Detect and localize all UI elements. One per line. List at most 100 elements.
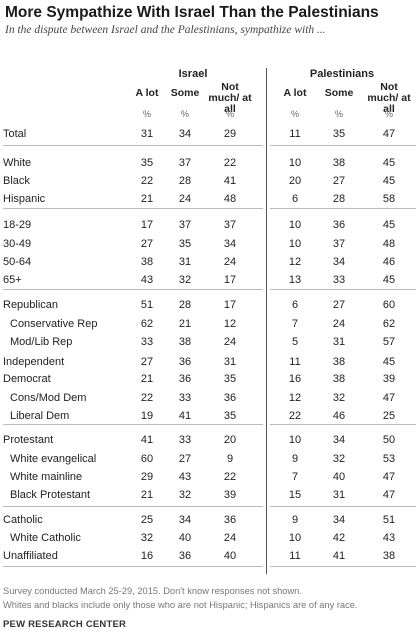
data-cell: 10 — [288, 238, 302, 250]
data-cell: 38 — [178, 336, 192, 348]
data-cell: 34 — [178, 514, 192, 526]
data-cell: 11 — [289, 128, 301, 140]
data-cell: 35 — [223, 373, 237, 385]
data-cell: 50 — [382, 434, 396, 446]
row-separator — [270, 424, 416, 425]
column-header: Not much/ at all — [208, 81, 252, 115]
data-cell: 38 — [382, 550, 396, 562]
data-cell: 35 — [332, 128, 346, 140]
data-cell: 38 — [140, 256, 154, 268]
data-cell: 21 — [178, 318, 192, 330]
data-cell: 51 — [382, 514, 396, 526]
footnote-race: Whites and blacks include only those who… — [3, 600, 358, 610]
data-cell: 45 — [382, 175, 396, 187]
data-cell: 33 — [178, 434, 192, 446]
row-separator — [3, 506, 263, 507]
data-cell: 53 — [382, 453, 396, 465]
data-cell: 36 — [223, 392, 237, 404]
column-header: Some — [324, 87, 354, 99]
row-separator — [270, 566, 416, 567]
data-cell: 37 — [223, 219, 237, 231]
data-cell: 62 — [140, 318, 154, 330]
row-separator — [3, 145, 263, 146]
data-cell: 37 — [178, 157, 192, 169]
unit-label: % — [384, 109, 393, 119]
data-cell: 48 — [223, 193, 237, 205]
data-cell: 60 — [382, 299, 396, 311]
data-cell: 39 — [382, 373, 396, 385]
row-separator — [270, 506, 416, 507]
data-cell: 17 — [140, 219, 154, 231]
row-label: White evangelical — [10, 453, 97, 465]
data-cell: 46 — [332, 410, 346, 422]
data-cell: 5 — [291, 336, 299, 348]
row-label: Republican — [3, 299, 59, 311]
data-cell: 43 — [140, 274, 154, 286]
data-cell: 36 — [178, 356, 192, 368]
table-row: 30-49 27 35 34 10 37 48 — [0, 235, 420, 253]
data-cell: 12 — [288, 392, 302, 404]
row-label: Total — [3, 128, 27, 140]
data-cell: 41 — [223, 175, 237, 187]
data-cell: 29 — [223, 128, 237, 140]
table-row: White mainline 29 43 22 7 40 47 — [0, 468, 420, 486]
data-cell: 46 — [382, 256, 396, 268]
data-cell: 16 — [288, 373, 302, 385]
table-row: 65+ 43 32 17 13 33 45 — [0, 271, 420, 289]
data-cell: 20 — [288, 175, 302, 187]
data-cell: 25 — [140, 514, 154, 526]
data-cell: 11 — [289, 550, 301, 562]
unit-label: % — [290, 109, 299, 119]
data-cell: 22 — [223, 157, 237, 169]
data-cell: 42 — [332, 532, 346, 544]
unit-label: % — [225, 109, 234, 119]
data-cell: 33 — [178, 392, 192, 404]
column-header: A lot — [135, 87, 159, 99]
data-cell: 47 — [382, 392, 396, 404]
data-cell: 6 — [291, 299, 299, 311]
data-cell: 33 — [140, 336, 154, 348]
row-label: White — [3, 157, 32, 169]
row-label: Independent — [3, 356, 65, 368]
data-cell: 60 — [140, 453, 154, 465]
data-cell: 38 — [332, 373, 346, 385]
data-cell: 45 — [382, 157, 396, 169]
unit-label: % — [142, 109, 151, 119]
data-cell: 25 — [382, 410, 396, 422]
table-row: Black Protestant 21 32 39 15 31 47 — [0, 486, 420, 504]
table-row: 18-29 17 37 37 10 36 45 — [0, 216, 420, 234]
data-cell: 24 — [223, 256, 237, 268]
column-header: Not much/ at all — [367, 81, 411, 115]
table-row: Mod/Lib Rep 33 38 24 5 31 57 — [0, 333, 420, 351]
data-cell: 39 — [223, 489, 237, 501]
data-cell: 35 — [223, 410, 237, 422]
data-cell: 31 — [140, 128, 154, 140]
group-header: Israel — [178, 68, 208, 80]
table-row: Hispanic 21 24 48 6 28 58 — [0, 190, 420, 208]
data-cell: 41 — [140, 434, 154, 446]
data-cell: 17 — [223, 274, 237, 286]
data-cell: 21 — [140, 193, 154, 205]
data-cell: 32 — [332, 453, 346, 465]
source-credit: PEW RESEARCH CENTER — [3, 619, 127, 630]
row-label: Catholic — [3, 514, 43, 526]
table-row: Catholic 25 34 36 9 34 51 — [0, 511, 420, 529]
data-cell: 15 — [288, 489, 302, 501]
data-cell: 45 — [382, 219, 396, 231]
data-cell: 16 — [140, 550, 154, 562]
table-row: White evangelical 60 27 9 9 32 53 — [0, 450, 420, 468]
row-label: Hispanic — [3, 193, 46, 205]
table-row: Conservative Rep 62 21 12 7 24 62 — [0, 315, 420, 333]
table-row: 50-64 38 31 24 12 34 46 — [0, 253, 420, 271]
data-cell: 34 — [332, 514, 346, 526]
data-cell: 32 — [140, 532, 154, 544]
data-cell: 57 — [382, 336, 396, 348]
row-label: White mainline — [10, 471, 83, 483]
row-label: Democrat — [3, 373, 51, 385]
row-separator — [270, 289, 416, 290]
row-separator — [3, 566, 263, 567]
row-label: Conservative Rep — [10, 318, 98, 330]
footnote-survey: Survey conducted March 25-29, 2015. Don'… — [3, 586, 302, 596]
row-label: Mod/Lib Rep — [10, 336, 73, 348]
table-row: Republican 51 28 17 6 27 60 — [0, 296, 420, 314]
